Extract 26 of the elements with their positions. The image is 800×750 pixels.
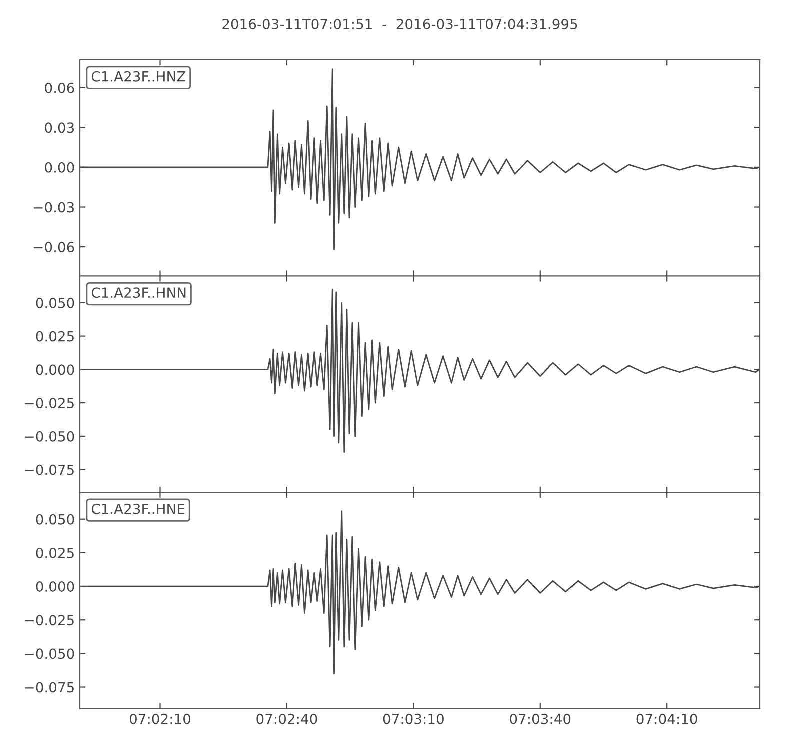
y-tick-label: 0.025 bbox=[36, 548, 74, 558]
y-tick-label: −0.075 bbox=[25, 464, 74, 476]
y-tick-label: 0.050 bbox=[36, 298, 74, 308]
y-tick-label: −0.06 bbox=[34, 242, 74, 253]
x-tick-label: 07:02:10 bbox=[130, 714, 191, 724]
y-tick-label: 0.03 bbox=[45, 122, 74, 134]
y-tick-label: 0.06 bbox=[45, 82, 74, 94]
text: C1.A23F..HNE bbox=[92, 504, 185, 514]
y-tick-label: −0.050 bbox=[25, 431, 74, 442]
x-tick-label: 07:04:10 bbox=[636, 714, 698, 724]
chart-title: 2016-03-11T07:01:51 - 2016-03-11T07:04:31.995 bbox=[222, 18, 578, 30]
x-tick-label: 07:03:10 bbox=[383, 714, 444, 724]
text: C1.A23F..HNN bbox=[92, 288, 186, 298]
y-tick-label: 0.000 bbox=[36, 364, 74, 376]
y-tick-label: 0.025 bbox=[36, 331, 74, 342]
y-tick-label: −0.025 bbox=[25, 615, 74, 626]
y-tick-label: −0.03 bbox=[34, 202, 74, 213]
y-tick-label: 0.050 bbox=[36, 514, 74, 525]
y-tick-label: −0.025 bbox=[25, 398, 74, 409]
legend-label: C1.A23F..HNZ bbox=[92, 71, 186, 82]
y-tick-label: −0.050 bbox=[25, 648, 74, 660]
x-tick-label: 07:02:40 bbox=[256, 714, 318, 724]
y-tick-label: 0.00 bbox=[45, 162, 74, 173]
y-tick-label: −0.075 bbox=[25, 682, 74, 693]
y-tick-label: 0.000 bbox=[36, 581, 74, 592]
x-tick-label: 07:03:40 bbox=[510, 714, 571, 724]
